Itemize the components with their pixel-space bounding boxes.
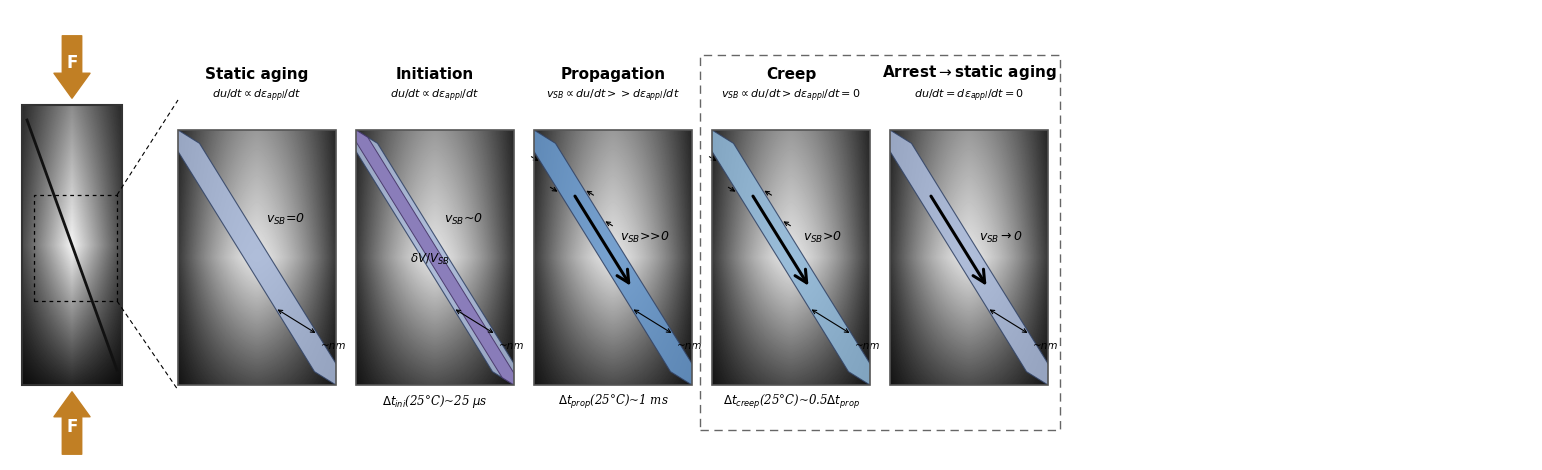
Text: $\Delta t_{ini}$(25°C)~25 $\mu$s: $\Delta t_{ini}$(25°C)~25 $\mu$s [382, 393, 487, 410]
Text: $\Delta t_{creep}$(25°C)~0.5$\Delta t_{prop}$: $\Delta t_{creep}$(25°C)~0.5$\Delta t_{p… [723, 393, 859, 411]
Text: F: F [66, 418, 77, 436]
Bar [712, 130, 870, 385]
Polygon shape [868, 117, 1070, 398]
Text: ~nm: ~nm [321, 341, 347, 351]
Text: $\delta V/V_{SB}$: $\delta V/V_{SB}$ [410, 251, 450, 266]
Polygon shape [691, 117, 891, 398]
Bar [534, 130, 692, 385]
Bar [700, 55, 1059, 430]
Text: $du/dt$$=$$d\varepsilon_{appl}/dt$$=0$: $du/dt$$=$$d\varepsilon_{appl}/dt$$=0$ [914, 87, 1024, 104]
Bar [22, 105, 122, 385]
Bar [356, 130, 513, 385]
Text: ~nm: ~nm [500, 341, 524, 351]
Text: $v_{SB}$>0: $v_{SB}$>0 [803, 229, 842, 245]
Text: $v_{SB}$~0: $v_{SB}$~0 [444, 212, 483, 227]
Text: $v_{SB}$=0: $v_{SB}$=0 [265, 212, 305, 227]
Text: $v_{SB}$$\propto$$du/dt$$>$$d\varepsilon_{appl}/dt$$=0$: $v_{SB}$$\propto$$du/dt$$>$$d\varepsilon… [722, 87, 860, 104]
FancyArrowPatch shape [54, 392, 89, 454]
Text: ~nm: ~nm [677, 341, 703, 351]
Text: Propagation: Propagation [560, 67, 666, 82]
FancyArrowPatch shape [54, 36, 89, 98]
Bar [177, 130, 336, 385]
Text: F: F [66, 54, 77, 72]
Polygon shape [156, 117, 358, 398]
Text: ~nm: ~nm [854, 341, 880, 351]
Text: $du/dt$$\propto$$d\varepsilon_{appl}/dt$: $du/dt$$\propto$$d\varepsilon_{appl}/dt$ [390, 87, 480, 104]
Polygon shape [512, 117, 714, 398]
Bar [890, 130, 1049, 385]
Text: $du/dt$$\propto$$d\varepsilon_{appl}/dt$: $du/dt$$\propto$$d\varepsilon_{appl}/dt$ [213, 87, 302, 104]
Text: Creep: Creep [766, 67, 816, 82]
Text: $v_{SB}$$\rightarrow$0: $v_{SB}$$\rightarrow$0 [979, 229, 1022, 245]
Text: Arrest$\rightarrow$static aging: Arrest$\rightarrow$static aging [882, 63, 1056, 82]
Text: Initiation: Initiation [396, 67, 473, 82]
Text: $\Delta t_{prop}$(25°C)~1 ms: $\Delta t_{prop}$(25°C)~1 ms [558, 393, 668, 411]
Text: Static aging: Static aging [205, 67, 308, 82]
Text: ~nm: ~nm [1033, 341, 1058, 351]
Polygon shape [344, 123, 526, 392]
Text: $v_{SB}$>>0: $v_{SB}$>>0 [620, 229, 669, 245]
Polygon shape [335, 117, 535, 398]
Bar [34, 195, 117, 301]
Text: $v_{SB}$$\propto$$du/dt$$>>$$d\varepsilon_{appl}/dt$: $v_{SB}$$\propto$$du/dt$$>>$$d\varepsilo… [546, 87, 680, 104]
